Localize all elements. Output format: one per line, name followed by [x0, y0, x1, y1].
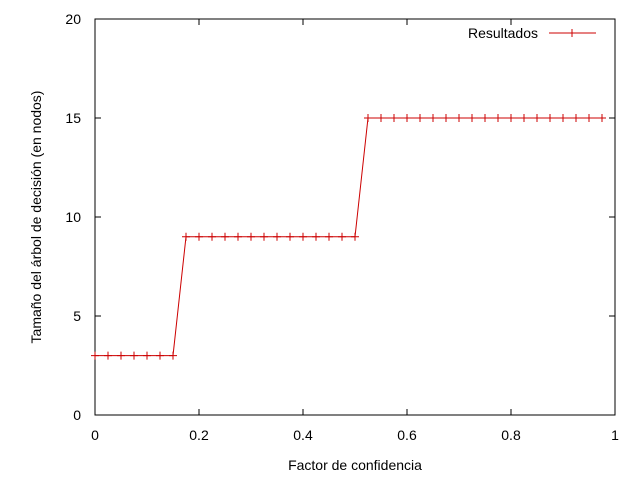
data-point — [91, 351, 99, 360]
legend-label-resultados: Resultados — [468, 25, 538, 41]
data-point — [299, 232, 307, 241]
data-point — [104, 351, 112, 360]
data-point — [468, 114, 476, 122]
data-point — [208, 232, 216, 241]
data-point — [481, 114, 489, 122]
y-axis-label: Tamaño del árbol de decisión (en nodos) — [28, 91, 44, 344]
data-point — [143, 351, 151, 360]
data-point — [312, 232, 320, 241]
data-point — [117, 351, 125, 360]
data-point — [559, 114, 567, 122]
data-point — [533, 114, 541, 122]
data-point — [377, 114, 385, 122]
data-point — [364, 114, 372, 122]
data-point — [585, 114, 593, 122]
data-point — [546, 114, 554, 122]
data-point — [156, 351, 164, 360]
y-tick-label-0: 0 — [73, 407, 81, 423]
data-point — [442, 114, 450, 122]
data-point — [195, 232, 203, 241]
data-point — [572, 114, 580, 122]
data-point — [520, 114, 528, 122]
data-point — [494, 114, 502, 122]
x-axis-label: Factor de confidencia — [288, 457, 422, 473]
data-point — [429, 114, 437, 122]
data-point — [221, 232, 229, 241]
data-point — [338, 232, 346, 241]
x-tick-label-3: 0.6 — [397, 427, 417, 443]
data-point — [455, 114, 463, 122]
series-line-0 — [95, 117, 602, 357]
data-point — [598, 114, 606, 122]
data-point — [390, 114, 398, 122]
x-tick-label-2: 0.4 — [293, 427, 313, 443]
data-point — [507, 114, 515, 122]
data-point — [130, 351, 138, 360]
series-layer — [91, 114, 606, 360]
x-tick-label-0: 0 — [91, 427, 99, 443]
legend-marker-resultados — [568, 29, 576, 37]
data-point — [260, 232, 268, 241]
data-point — [416, 114, 424, 122]
data-point — [351, 232, 359, 241]
data-point — [286, 232, 294, 241]
y-tick-label-3: 15 — [65, 110, 81, 126]
legend-marker-shape — [568, 29, 576, 37]
data-point — [273, 232, 281, 241]
data-point — [182, 232, 190, 241]
data-point — [234, 232, 242, 241]
x-tick-label-1: 0.2 — [189, 427, 209, 443]
data-point — [169, 351, 177, 360]
legend: Resultados — [468, 25, 596, 41]
y-tick-label-2: 10 — [65, 209, 81, 225]
x-tick-label-5: 1 — [611, 427, 619, 443]
data-point — [403, 114, 411, 122]
x-tick-label-4: 0.8 — [501, 427, 521, 443]
y-tick-label-4: 20 — [65, 11, 81, 27]
data-point — [247, 232, 255, 241]
data-point — [325, 232, 333, 241]
y-tick-label-1: 5 — [73, 308, 81, 324]
